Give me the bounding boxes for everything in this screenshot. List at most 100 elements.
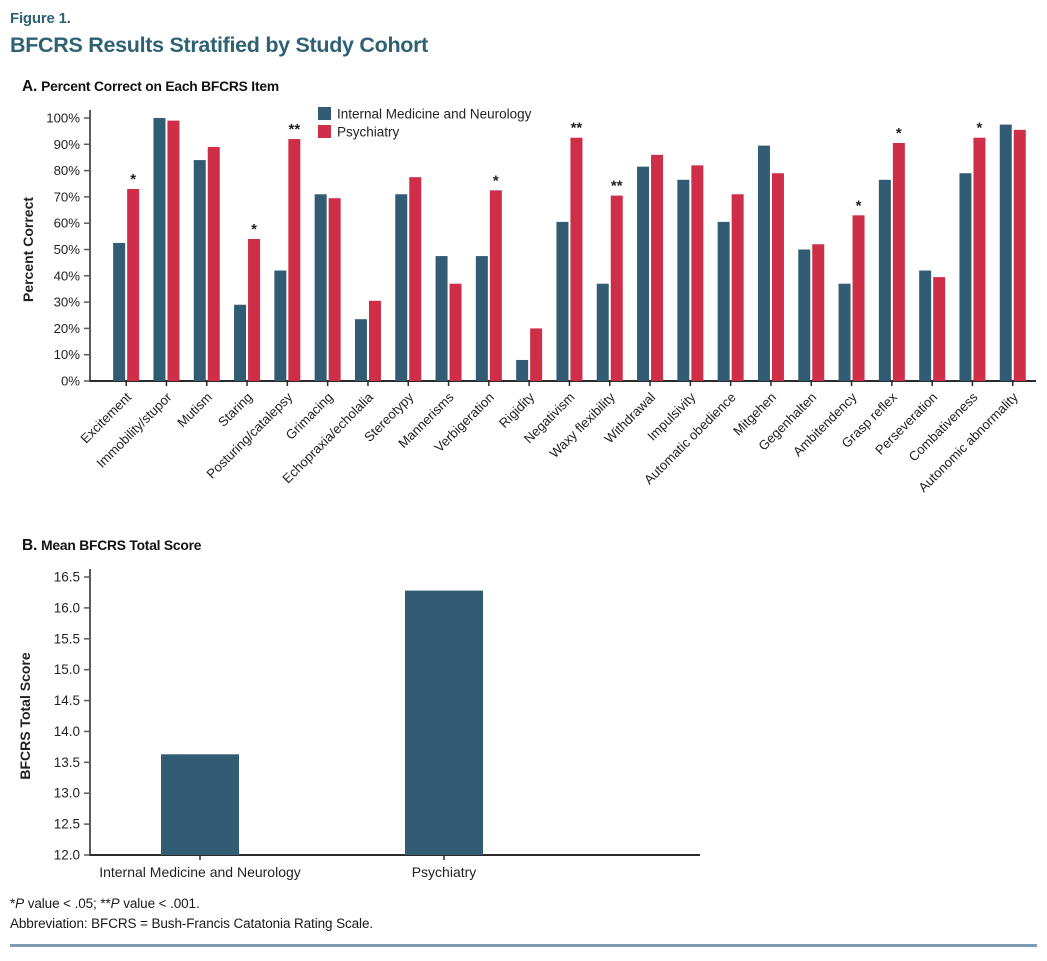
bar-internal-medicine-and-neurology-staring [234,304,247,381]
bar-internal-medicine-and-neurology-automatic-obedience [717,221,730,381]
figure-title: BFCRS Results Stratified by Study Cohort [10,33,429,57]
bar-internal-medicine-and-neurology-negativism [556,221,569,381]
bar-psychiatry-mitgehen [771,173,784,381]
legend-label-internal-medicine-and-neurology: Internal Medicine and Neurology [337,107,532,122]
bar-psychiatry-excitement [127,189,140,381]
significance-asterisk-excitement: * [130,171,136,188]
bar-internal-medicine-and-neurology [161,754,239,855]
bottom-rule [10,944,1037,947]
panel-a-y-tick-label: 80% [54,163,81,178]
panel-b-y-tick-label: 12.5 [54,817,80,832]
bar-psychiatry-withdrawal [651,154,664,381]
significance-asterisk-posturing-catalepsy: ** [289,121,301,138]
panel-b-y-tick-label: 15.5 [54,631,80,646]
bar-psychiatry-autonomic-abnormality [1013,129,1026,381]
legend-swatch-psychiatry [318,125,331,138]
bar-psychiatry-posturing-catalepsy [288,139,301,381]
panel-a-chart: 0% 10% 20% 30% 40% 50% 60% 70% 80% 90% 100% Percent… [20,107,1036,495]
bar-psychiatry-immobility-stupor [167,120,180,381]
bar-psychiatry-mutism [207,146,220,381]
panel-a-title: A. Percent Correct on Each BFCRS Item [22,78,279,96]
legend-label-psychiatry: Psychiatry [337,125,400,140]
bar-psychiatry [405,590,483,855]
bar-internal-medicine-and-neurology-waxy-flexibility [596,283,609,381]
bar-psychiatry-verbigeration [489,190,502,381]
panel-a-y-tick-label: 100% [46,111,80,126]
panel-b-y-tick-label: 15.0 [54,662,80,677]
bar-internal-medicine-and-neurology-stereotypy [395,194,408,381]
bar-psychiatry-gegenhalten [812,244,825,381]
significance-asterisk-negativism: ** [571,120,583,137]
panel-b-chart: 12.0 12.5 13.0 13.5 14.0 14.5 15.0 15.5 16.0 16.5… [17,569,700,880]
panel-a-y-axis-title: Percent Correct [20,197,36,302]
panel-b-y-axis-title: BFCRS Total Score [17,652,33,780]
panel-b-title: B. Mean BFCRS Total Score [22,537,201,555]
panel-b-y-tick-label: 16.0 [54,600,80,615]
bar-internal-medicine-and-neurology-combativeness [959,173,972,381]
significance-footnote-part: P [15,896,25,911]
bar-internal-medicine-and-neurology-immobility-stupor [153,118,166,381]
bar-psychiatry-staring [248,238,261,381]
bar-psychiatry-combativeness [973,137,986,381]
significance-asterisk-waxy-flexibility: ** [611,178,623,195]
bar-psychiatry-grasp-reflex [892,142,905,381]
significance-asterisk-verbigeration: * [493,172,499,189]
bar-psychiatry-ambitendency [852,215,865,381]
significance-asterisk-ambitendency: * [856,197,862,214]
panel-a-y-tick-label: 10% [54,347,81,362]
bar-internal-medicine-and-neurology-perseveration [919,270,932,381]
panel-b-y-tick-label: 14.5 [54,693,80,708]
panel-a-y-tick-label: 30% [54,295,81,310]
bar-psychiatry-stereotypy [409,177,422,381]
bar-internal-medicine-and-neurology-excitement [113,242,126,381]
bar-psychiatry-grimacing [328,198,341,381]
bar-psychiatry-waxy-flexibility [610,195,623,381]
bar-internal-medicine-and-neurology-grimacing [314,194,327,381]
significance-footnote: *P value < .05; **P value < .001. [10,896,200,911]
figure-label: Figure 1. [10,10,71,27]
panel-a-y-tick-label: 0% [61,374,80,389]
significance-footnote-part: value < .001. [119,896,200,911]
significance-footnote-part: value < .05; ** [24,896,111,911]
bar-internal-medicine-and-neurology-verbigeration [475,256,488,381]
bar-internal-medicine-and-neurology-mannerisms [435,256,448,381]
bar-internal-medicine-and-neurology-gegenhalten [798,249,811,381]
panel-a-label-prefix: A. [22,78,38,95]
abbreviation-footnote: Abbreviation: BFCRS = Bush-Francis Catat… [10,916,373,931]
bar-psychiatry-rigidity [530,328,543,381]
bar-psychiatry-automatic-obedience [731,194,744,381]
panel-a-y-tick-label: 50% [54,242,81,257]
bar-internal-medicine-and-neurology-posturing-catalepsy [274,270,287,381]
panel-b-y-tick-label: 12.0 [54,848,80,863]
bar-internal-medicine-and-neurology-autonomic-abnormality [999,124,1012,381]
x-tick-label-immobility-stupor: Immobility/stupor [93,389,175,471]
x-tick-label-staring: Staring [215,390,255,430]
panel-b-y-tick-label: 13.0 [54,786,80,801]
bar-internal-medicine-and-neurology-impulsivity [677,179,690,381]
panel-b-y-tick-label: 16.5 [54,570,80,585]
panel-b-y-tick-label: 14.0 [54,724,80,739]
bar-internal-medicine-and-neurology-ambitendency [838,283,851,381]
bar-psychiatry-negativism [570,137,583,381]
panel-a-y-tick-label: 20% [54,321,81,336]
bar-internal-medicine-and-neurology-grasp-reflex [878,179,891,381]
significance-asterisk-staring: * [251,221,257,238]
panel-b-title-text: Mean BFCRS Total Score [41,538,202,553]
bar-psychiatry-impulsivity [691,165,704,381]
panel-a-y-tick-label: 60% [54,216,81,231]
panel-b-x-tick-label-psychiatry: Psychiatry [412,864,477,880]
panel-b-x-tick-label-internal-medicine-and-neurology: Internal Medicine and Neurology [99,864,301,880]
legend-swatch-internal-medicine-and-neurology [318,107,331,120]
significance-footnote-part: * [10,896,16,911]
bar-internal-medicine-and-neurology-rigidity [516,359,529,381]
panel-b-label-prefix: B. [22,537,38,554]
bar-psychiatry-mannerisms [449,283,462,381]
bar-psychiatry-echopraxia-echolalia [368,300,381,381]
panel-a-y-tick-label: 70% [54,189,81,204]
panel-a-y-tick-label: 90% [54,137,81,152]
x-tick-label-mutism: Mutism [174,390,215,431]
panel-b-y-tick-label: 13.5 [54,755,80,770]
bar-internal-medicine-and-neurology-mitgehen [757,145,770,381]
bar-internal-medicine-and-neurology-withdrawal [637,166,650,381]
bar-psychiatry-perseveration [933,277,946,381]
